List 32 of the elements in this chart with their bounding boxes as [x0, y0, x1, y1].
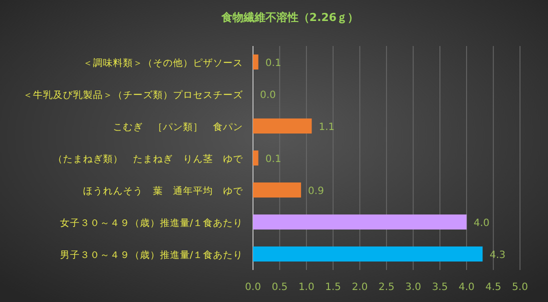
data-label: 1.1: [318, 122, 335, 133]
y-tick-label: （たまねぎ類） たまねぎ りん茎 ゆで: [53, 153, 244, 165]
x-tick-label: 3.0: [405, 282, 422, 293]
bar: [253, 54, 258, 70]
x-tick-label: 3.5: [432, 282, 448, 293]
y-tick-label: ＜牛乳及び乳製品＞（チーズ類）プロセスチーズ: [23, 89, 244, 101]
y-tick-label: 男子３０～４９（歳）推進量/１食あたり: [60, 249, 243, 261]
x-tick-label: 0.5: [272, 282, 288, 293]
bar: [253, 214, 467, 230]
chart-title: 食物繊維不溶性（2.26ｇ）: [220, 11, 359, 24]
y-tick-label: 女子３０～４９（歳）推進量/１食あたり: [60, 217, 243, 229]
x-tick-label: 4.0: [458, 282, 475, 293]
x-tick-label: 0.0: [245, 282, 261, 293]
y-tick-label: ＜調味料類＞（その他）ピザソース: [83, 57, 243, 69]
data-label: 0.1: [265, 154, 282, 165]
x-tick-label: 5.0: [512, 282, 528, 293]
x-tick-label: 1.5: [325, 282, 342, 293]
x-tick-label: 2.0: [352, 282, 368, 293]
data-label: 4.0: [474, 218, 490, 229]
bar: [253, 118, 312, 134]
data-label: 0.1: [265, 58, 282, 69]
x-tick-label: 1.0: [298, 282, 314, 293]
data-label: 0.9: [308, 186, 324, 197]
y-tick-label: こむぎ ［パン類］ 食パン: [113, 121, 243, 133]
y-tick-label: ほうれんそう 葉 通年平均 ゆで: [83, 185, 244, 197]
x-tick-label: 4.5: [485, 282, 502, 293]
x-tick-label: 2.5: [378, 282, 394, 293]
data-label: 4.3: [490, 250, 506, 261]
data-label: 0.0: [260, 90, 276, 101]
bar: [253, 246, 483, 262]
bar: [253, 182, 302, 198]
bar: [253, 150, 258, 166]
